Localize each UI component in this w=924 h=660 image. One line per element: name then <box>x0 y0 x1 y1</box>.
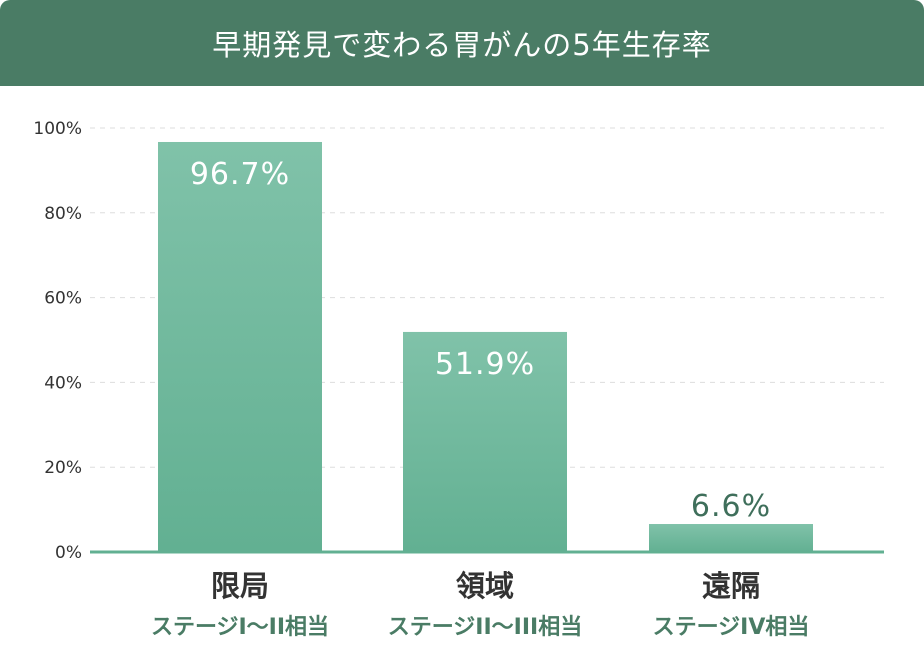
bar-value-label: 51.9% <box>435 347 535 382</box>
chart-title: 早期発見で変わる胃がんの5年生存率 <box>212 28 712 62</box>
bar-value-label: 6.6% <box>691 489 771 524</box>
chart-header: 早期発見で変わる胃がんの5年生存率 <box>0 0 924 86</box>
bar-3 <box>649 524 813 552</box>
y-tick-label: 20% <box>44 458 82 478</box>
y-tick-label: 100% <box>33 119 82 139</box>
category-label: 領域 <box>456 569 514 603</box>
bar-2 <box>403 331 567 552</box>
y-tick-label: 80% <box>44 204 82 224</box>
bar-1 <box>158 141 322 552</box>
y-tick-label: 60% <box>44 289 82 309</box>
stage-label: ステージI〜II相当 <box>151 615 329 640</box>
category-label: 限局 <box>211 569 269 603</box>
y-tick-label: 40% <box>44 373 82 393</box>
stage-label: ステージII〜III相当 <box>388 615 583 640</box>
stage-label: ステージIV相当 <box>653 615 810 640</box>
category-label: 遠隔 <box>702 569 760 603</box>
bar-value-label: 96.7% <box>190 157 290 192</box>
y-tick-label: 0% <box>55 543 82 563</box>
